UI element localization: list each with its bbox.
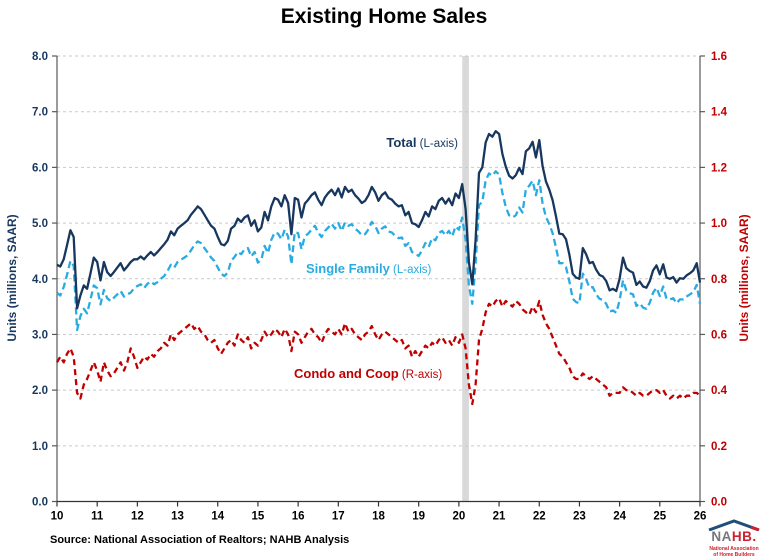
svg-text:22: 22 — [533, 511, 546, 523]
nahb-logo-na: NA — [711, 529, 732, 544]
series-label-condo: Condo and Coop (R-axis) — [294, 365, 442, 383]
series-label-total-name: Total — [386, 135, 417, 150]
svg-text:12: 12 — [131, 511, 144, 523]
svg-text:26: 26 — [694, 511, 707, 523]
series-label-single-family: Single Family (L-axis) — [306, 260, 431, 278]
svg-text:23: 23 — [573, 511, 586, 523]
svg-text:8.0: 8.0 — [32, 51, 48, 63]
svg-text:20: 20 — [452, 511, 465, 523]
right-axis-title: Units (millions, SAAR) — [737, 214, 751, 342]
svg-text:24: 24 — [613, 511, 626, 523]
svg-text:0.2: 0.2 — [711, 441, 727, 453]
svg-text:11: 11 — [91, 511, 104, 523]
left-axis-title: Units (millions, SAAR) — [5, 214, 19, 342]
svg-text:25: 25 — [653, 511, 666, 523]
series-label-single-family-name: Single Family — [306, 261, 390, 276]
series-label-condo-axis: (R-axis) — [398, 369, 443, 381]
svg-text:15: 15 — [252, 511, 265, 523]
source-note: Source: National Association of Realtors… — [50, 534, 350, 546]
right-axis-labels: 0.0 0.2 0.4 0.6 0.8 1.0 1.2 1.4 1.6 — [700, 51, 728, 509]
x-axis-labels: 10 11 12 13 14 15 16 17 18 19 20 21 22 23 24 25 26 — [51, 501, 707, 523]
svg-text:7.0: 7.0 — [32, 107, 48, 119]
nahb-logo-subtext: National Association of Home Builders — [709, 545, 759, 557]
svg-text:16: 16 — [292, 511, 305, 523]
series-total-line — [56, 130, 702, 310]
series-label-total: Total (L-axis) — [312, 134, 458, 152]
svg-text:0.0: 0.0 — [711, 497, 727, 509]
nahb-logo-hb: HB. — [731, 529, 757, 544]
svg-text:13: 13 — [171, 511, 184, 523]
svg-text:17: 17 — [332, 511, 345, 523]
svg-text:19: 19 — [412, 511, 425, 523]
svg-text:0.0: 0.0 — [32, 497, 48, 509]
nahb-logo-text: NAHB. — [703, 530, 765, 544]
svg-text:1.0: 1.0 — [32, 441, 48, 453]
svg-text:21: 21 — [493, 511, 506, 523]
series-label-condo-name: Condo and Coop — [294, 366, 399, 381]
svg-text:18: 18 — [372, 511, 385, 523]
svg-text:14: 14 — [211, 511, 224, 523]
svg-text:6.0: 6.0 — [32, 162, 48, 174]
svg-text:2.0: 2.0 — [32, 385, 48, 397]
svg-text:1.6: 1.6 — [711, 51, 727, 63]
svg-text:10: 10 — [51, 511, 64, 523]
gridlines — [57, 55, 700, 447]
nahb-logo: NAHB. National Association of Home Build… — [703, 519, 765, 557]
svg-text:1.2: 1.2 — [711, 162, 727, 174]
svg-text:3.0: 3.0 — [32, 329, 48, 341]
series-single-family-line — [56, 170, 702, 332]
svg-text:0.8: 0.8 — [711, 274, 728, 286]
nahb-roof-icon — [708, 519, 760, 531]
svg-text:1.4: 1.4 — [711, 107, 728, 119]
svg-text:5.0: 5.0 — [32, 218, 48, 230]
page-title: Existing Home Sales — [280, 5, 488, 28]
series-label-total-axis: (L-axis) — [416, 138, 458, 150]
series-label-single-family-axis: (L-axis) — [389, 264, 432, 276]
left-axis-labels: 0.0 1.0 2.0 3.0 4.0 5.0 6.0 7.0 8.0 — [32, 51, 57, 509]
svg-text:0.6: 0.6 — [711, 329, 727, 341]
series-condo-and-coop-line — [56, 297, 701, 406]
svg-text:4.0: 4.0 — [32, 274, 48, 286]
svg-text:1.0: 1.0 — [711, 218, 727, 230]
svg-text:0.4: 0.4 — [711, 385, 728, 397]
